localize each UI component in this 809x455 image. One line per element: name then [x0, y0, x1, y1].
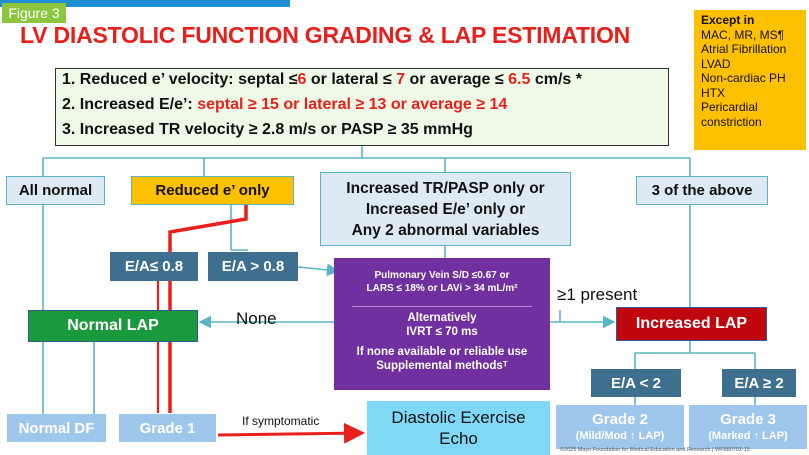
increased-lap-box: Increased LAP — [616, 307, 767, 341]
exercise-echo-box: Diastolic Exercise Echo — [367, 401, 550, 455]
pulmonary-vein-line: Pulmonary Vein S/D ≤0.67 or — [374, 270, 510, 281]
criterion-2-values: septal ≥ 15 or lateral ≥ 13 or average ≥… — [197, 96, 508, 113]
ea-less-than-2-box: E/A < 2 — [591, 369, 681, 397]
exception-item: LVAD — [701, 56, 731, 71]
exception-item: Pericardial — [701, 100, 758, 114]
criteria-box: 1. Reduced e’ velocity: septal ≤6 or lat… — [55, 68, 669, 146]
exercise-echo-line: Diastolic Exercise — [391, 408, 526, 427]
exception-item: Atrial Fibrillation — [701, 42, 787, 56]
criterion-1-text: or — [405, 71, 430, 88]
all-normal-box: All normal — [6, 176, 105, 205]
supplemental-methods-line: Supplemental methodsᵀ — [376, 360, 508, 372]
divider — [352, 306, 532, 307]
reduced-e-only-box: Reduced e’ only — [131, 176, 294, 205]
grade-3-title: Grade 3 — [720, 411, 776, 428]
grade-3-box: Grade 3 (Marked ↑ LAP) — [689, 405, 807, 449]
grade-3-subtitle: (Marked ↑ LAP) — [708, 430, 788, 442]
criterion-1-text: or lateral ≤ — [306, 71, 397, 88]
figure-label: Figure 3 — [2, 3, 66, 23]
three-of-above-box: 3 of the above — [636, 176, 768, 205]
criterion-1-average-value: 6.5 — [508, 71, 531, 88]
exception-item: constriction — [701, 114, 762, 129]
increased-tr-line: Any 2 abnormal variables — [351, 221, 540, 239]
increased-tr-box: Increased TR/PASP only or Increased E/e’… — [320, 172, 571, 246]
grade-2-box: Grade 2 (Mild/Mod ↑ LAP) — [556, 405, 684, 449]
increased-tr-line: Increased TR/PASP only or — [346, 179, 545, 197]
page-title: LV DIASTOLIC FUNCTION GRADING & LAP ESTI… — [20, 22, 631, 48]
exercise-echo-line: Echo — [439, 429, 478, 448]
exception-item: Non-cardiac PH — [701, 71, 786, 85]
exceptions-heading: Except in — [701, 13, 755, 27]
exception-item: MAC, MR, MS¶ — [701, 27, 785, 42]
exception-item: HTX — [701, 85, 725, 100]
none-label: None — [236, 309, 277, 328]
criterion-3: 3. Increased TR velocity ≥ 2.8 m/s or PA… — [62, 121, 473, 138]
normal-df-box: Normal DF — [7, 414, 106, 442]
none-available-line: If none available or reliable use — [356, 346, 528, 358]
criterion-1: 1. Reduced e’ velocity: septal ≤6 or lat… — [62, 71, 582, 89]
ea-greater-equal-2-box: E/A ≥ 2 — [722, 369, 796, 397]
copyright-footer: ©2025 Mayo Foundation for Medical Educat… — [560, 447, 750, 453]
criterion-1-text: cm/s * — [530, 71, 582, 88]
normal-lap-box: Normal LAP — [28, 310, 198, 342]
lars-line: LARS ≤ 18% or LAVi > 34 mL/m² — [366, 283, 518, 294]
top-accent-bar — [0, 0, 290, 7]
if-symptomatic-label: If symptomatic — [242, 414, 320, 428]
criterion-1-lateral-value: 7 — [396, 71, 406, 88]
criterion-1-text: average ≤ — [429, 71, 509, 88]
supplemental-criteria-box: Pulmonary Vein S/D ≤0.67 or LARS ≤ 18% o… — [334, 258, 550, 390]
criterion-2-text: 2. Increased E/e’: — [62, 96, 198, 113]
exceptions-box: Except in MAC, MR, MS¶ Atrial Fibrillati… — [694, 10, 806, 150]
criterion-1-text: 1. Reduced e’ velocity: septal ≤ — [62, 71, 298, 88]
increased-tr-line: Increased E/e’ only or — [365, 200, 526, 218]
ea-high-box: E/A > 0.8 — [208, 252, 298, 281]
ivrt-line: IVRT ≤ 70 ms — [406, 326, 478, 338]
grade-1-box: Grade 1 — [119, 414, 216, 442]
present-label: ≥1 present — [557, 285, 638, 304]
criterion-2: 2. Increased E/e’: septal ≥ 15 or latera… — [62, 96, 507, 114]
grade-2-title: Grade 2 — [592, 411, 648, 428]
ea-low-box: E/A≤ 0.8 — [110, 252, 198, 281]
alternatively-label: Alternatively — [407, 312, 477, 324]
grade-2-subtitle: (Mild/Mod ↑ LAP) — [575, 430, 665, 442]
criterion-1-septal-value: 6 — [297, 71, 307, 88]
